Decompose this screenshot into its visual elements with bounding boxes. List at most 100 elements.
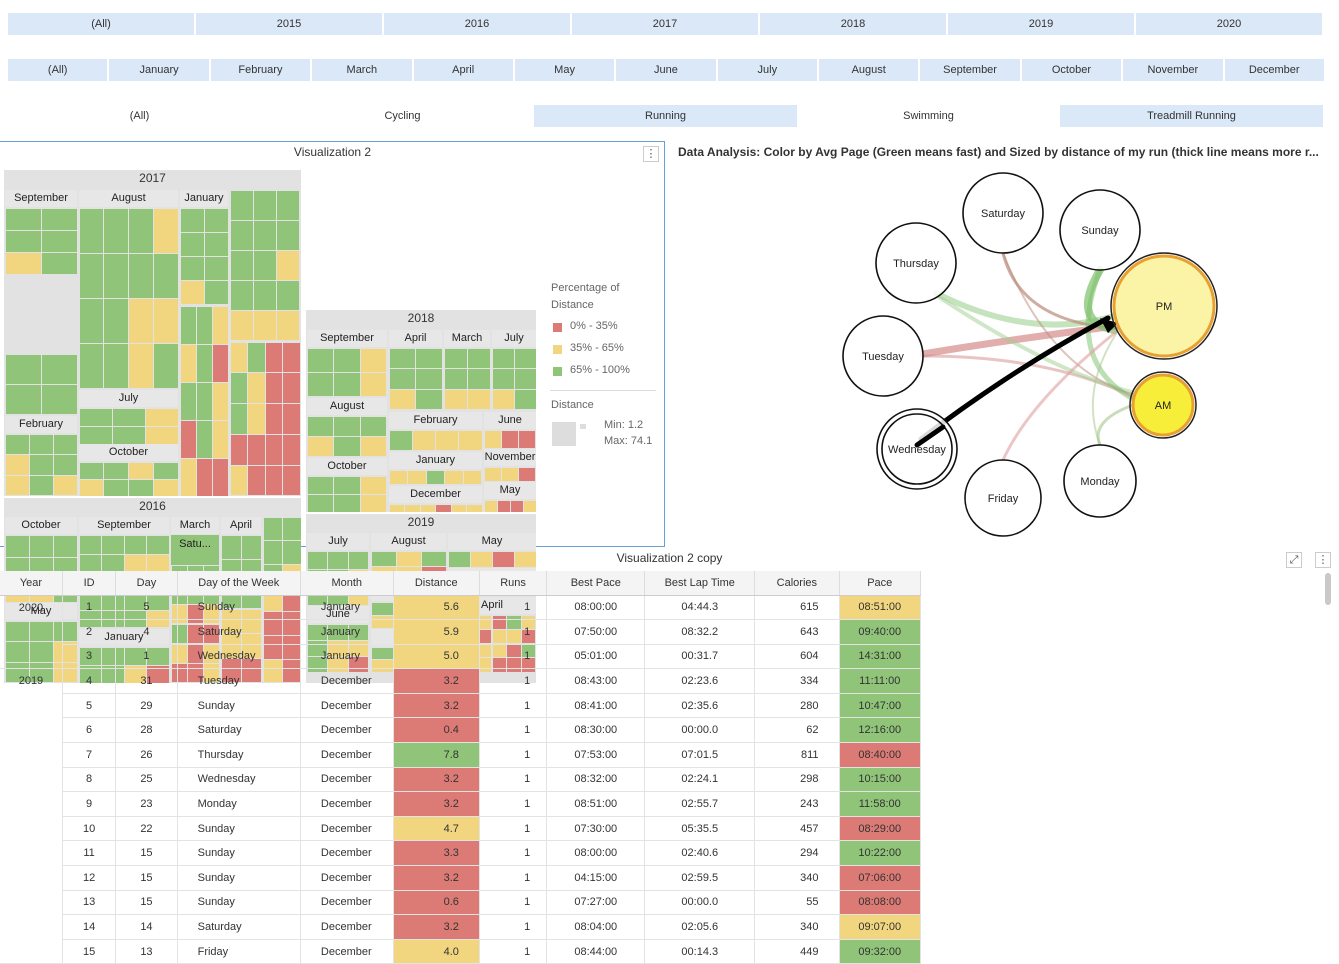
tile-2017-feb-cell — [29, 434, 53, 455]
month-filter-november[interactable]: November — [1123, 59, 1223, 81]
column-header-best-lap-time[interactable]: Best Lap Time — [644, 571, 756, 596]
column-header-calories[interactable]: Calories — [754, 571, 840, 596]
table-row[interactable]: 9 23 Monday December 3.2 1 08:51:00 02:55.7 243 1… — [0, 791, 921, 817]
node-tuesday[interactable]: Tuesday — [842, 315, 924, 397]
cell-calories: 294 — [754, 840, 840, 867]
cell-best-lap-time: 02:35.6 — [644, 693, 756, 719]
table-row[interactable]: 2020 1 5 Sunday January 5.6 1 08:00:00 04:44.3 61… — [0, 595, 921, 621]
cell-day-of-the-week: Sunday — [177, 595, 301, 621]
expand-icon[interactable]: ⤢ — [1286, 552, 1302, 568]
cell-month: December — [300, 939, 394, 964]
column-header-month[interactable]: Month — [300, 571, 394, 596]
tile-2017-c-cell — [277, 220, 300, 250]
node-thursday[interactable]: Thursday — [875, 222, 957, 304]
month-filter-december[interactable]: December — [1224, 59, 1324, 81]
year-filter-2019[interactable]: 2019 — [948, 13, 1134, 35]
node-pm[interactable]: PM — [1110, 252, 1218, 360]
column-header-pace[interactable]: Pace — [839, 571, 921, 596]
table-row[interactable]: 7 26 Thursday December 7.8 1 07:53:00 07:01.5 81… — [0, 742, 921, 768]
activity-filter-treadmill-running[interactable]: Treadmill Running — [1060, 105, 1323, 127]
month-filter-january[interactable]: January — [109, 59, 209, 81]
column-header-best-pace[interactable]: Best Pace — [546, 571, 646, 596]
month-filter-june[interactable]: June — [616, 59, 716, 81]
month-filter-february[interactable]: February — [210, 59, 311, 81]
tile-2017-d-cell — [265, 373, 282, 404]
tile-2017-feb-cell — [5, 455, 29, 475]
tile-2017-feb-cell — [53, 475, 77, 496]
node-friday[interactable]: Friday — [964, 459, 1042, 537]
cell-day-of-the-week: Saturday — [177, 619, 301, 645]
node-am[interactable]: AM — [1129, 371, 1197, 439]
node-monday[interactable]: Monday — [1063, 444, 1137, 518]
month-filter-october[interactable]: October — [1021, 59, 1122, 81]
tile-2017-oct-cell — [104, 479, 128, 496]
activity-filter-cycling[interactable]: Cycling — [384, 110, 421, 122]
cell-distance: 3.2 — [393, 668, 480, 694]
table-row[interactable]: 12 15 Sunday December 3.2 1 04:15:00 02:59.5 340… — [0, 865, 921, 891]
column-header-runs[interactable]: Runs — [479, 571, 548, 596]
table-row[interactable]: 15 13 Friday December 4.0 1 08:44:00 00:14.3 449… — [0, 939, 921, 964]
tile-2019-may-cell — [514, 551, 536, 567]
group-label-2019: 2019 — [407, 515, 435, 529]
month-filter-may[interactable]: May — [514, 59, 615, 81]
activity-filter-swimming[interactable]: Swimming — [903, 110, 954, 122]
activity-filter-running[interactable]: Running — [534, 105, 797, 127]
cell-pace: 10:22:00 — [839, 840, 921, 867]
table-row[interactable]: 2019 4 31 Tuesday December 3.2 1 08:43:00 02:23.… — [0, 668, 921, 694]
month-filter-all[interactable]: (All) — [8, 59, 108, 81]
cell-best-pace: 08:04:00 — [546, 914, 646, 940]
tile-2017-c-cell — [253, 280, 277, 310]
table-row[interactable]: 3 1 Wednesday January 5.0 1 05:01:00 00:31.7 604… — [0, 644, 921, 670]
month-filter-july[interactable]: July — [717, 59, 817, 81]
column-header-distance[interactable]: Distance — [393, 571, 480, 596]
table-row[interactable]: 5 29 Sunday December 3.2 1 08:41:00 02:35.6 280 1… — [0, 693, 921, 719]
cell-pace: 10:47:00 — [839, 693, 921, 719]
month-filter-august[interactable]: August — [819, 59, 919, 81]
tile-2017-d-cell — [230, 465, 247, 496]
tile-2018-feb-cell — [412, 430, 435, 450]
table-row[interactable]: 14 14 Saturday December 3.2 1 08:04:00 02:05.6 3… — [0, 914, 921, 940]
viz2-menu-icon[interactable]: ⋮ — [643, 146, 659, 162]
tile-2018-oct-cell — [334, 476, 360, 494]
table-row[interactable]: 6 28 Saturday December 0.4 1 08:30:00 00:00.0 62… — [0, 717, 921, 744]
month-filter-march[interactable]: March — [312, 59, 412, 81]
table-row[interactable]: 11 15 Sunday December 3.3 1 08:00:00 02:40.6 294… — [0, 840, 921, 867]
tile-2017-d-cell — [283, 404, 300, 434]
tile-2018-oct-cell — [360, 476, 387, 494]
table-menu-icon[interactable]: ⋮ — [1315, 552, 1331, 568]
cell-best-lap-time: 02:23.6 — [644, 668, 756, 694]
year-filter-2015[interactable]: 2015 — [196, 13, 382, 35]
year-filter-2017[interactable]: 2017 — [572, 13, 758, 35]
table-scrollbar[interactable] — [1325, 573, 1331, 605]
tile-2018-jun-cell — [484, 430, 501, 448]
month-2019-july: July — [307, 533, 369, 550]
tile-2018-aug-cell — [334, 436, 360, 456]
table-row[interactable]: 2 4 Saturday January 5.9 1 07:50:00 08:32.2 643 0… — [0, 619, 921, 645]
node-sunday[interactable]: Sunday — [1059, 189, 1141, 271]
year-filter-2016[interactable]: 2016 — [384, 13, 570, 35]
table-row[interactable]: 8 25 Wednesday December 3.2 1 08:32:00 02:24.1 2… — [0, 767, 921, 793]
year-filter-2020[interactable]: 2020 — [1136, 13, 1322, 35]
month-2017-february: February — [5, 416, 77, 433]
year-filter-2018[interactable]: 2018 — [760, 13, 946, 35]
tile-2018-oct-cell — [307, 494, 334, 512]
treemap: 2017 September February August July October Ja… — [0, 142, 665, 683]
column-header-day[interactable]: Day — [115, 571, 178, 596]
cell-year — [0, 840, 63, 866]
cell-day-of-the-week: Monday — [177, 791, 301, 817]
tile-2018-apr-cell — [389, 369, 415, 389]
month-filter-april[interactable]: April — [413, 59, 513, 81]
tile-2017-d-cell — [230, 434, 247, 465]
month-2016-saturday-label: Satu... — [179, 538, 211, 550]
node-wednesday[interactable]: Wednesday — [876, 408, 958, 490]
table-row[interactable]: 10 22 Sunday December 4.7 1 07:30:00 05:35.5 457… — [0, 816, 921, 842]
column-header-day-of-the-week[interactable]: Day of the Week — [177, 571, 301, 596]
column-header-id[interactable]: ID — [62, 571, 117, 596]
table-row[interactable]: 13 15 Sunday December 0.6 1 07:27:00 00:00.0 55 0… — [0, 890, 921, 916]
year-filter-all[interactable]: (All) — [8, 13, 194, 35]
month-filter-september[interactable]: September — [920, 59, 1020, 81]
activity-filter-all[interactable]: (All) — [129, 110, 150, 122]
link-monday-am — [1096, 403, 1135, 447]
column-header-year[interactable]: Year — [0, 571, 63, 596]
node-saturday[interactable]: Saturday — [962, 172, 1044, 254]
